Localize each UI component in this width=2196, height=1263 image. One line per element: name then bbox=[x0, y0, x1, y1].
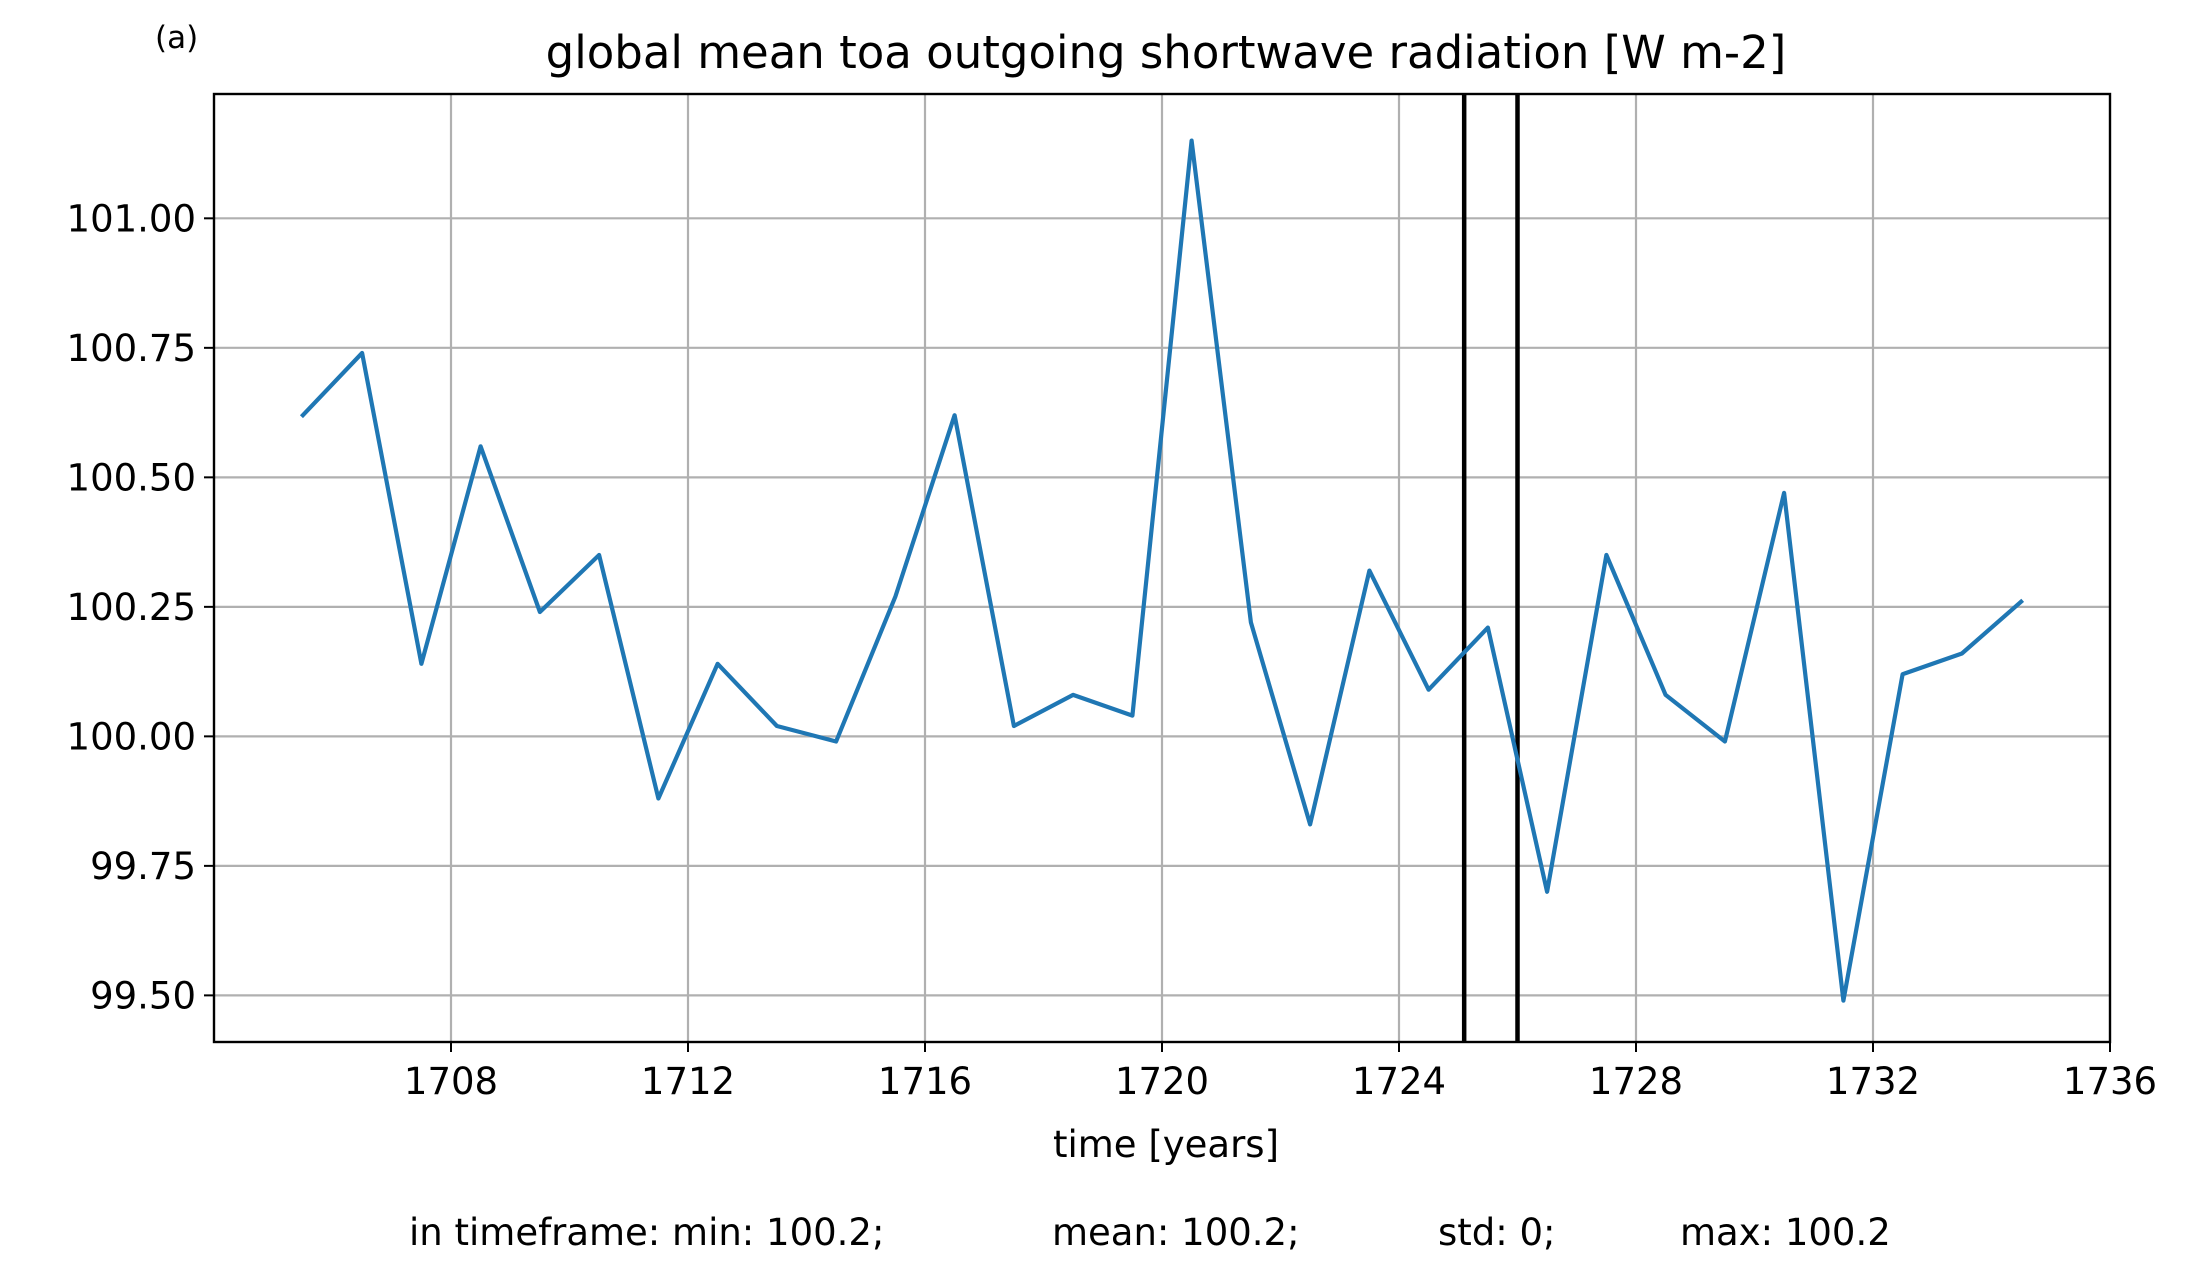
stats-mean: mean: 100.2; bbox=[1052, 1211, 1300, 1254]
y-tick-label-100.25: 100.25 bbox=[67, 586, 196, 629]
y-tick-label-101.00: 101.00 bbox=[67, 197, 196, 240]
x-tick-label-1708: 1708 bbox=[404, 1060, 498, 1103]
y-tick-label-100.50: 100.50 bbox=[67, 456, 196, 499]
x-tick-label-1720: 1720 bbox=[1115, 1060, 1209, 1103]
x-tick-label-1732: 1732 bbox=[1826, 1060, 1920, 1103]
stats-std: std: 0; bbox=[1438, 1211, 1556, 1254]
x-tick-label-1712: 1712 bbox=[641, 1060, 735, 1103]
series-layer bbox=[299, 138, 2025, 1003]
x-axis-ticks: 1708 1712 1716 1720 1724 1728 1732 1736 bbox=[404, 1042, 2157, 1103]
x-tick-label-1724: 1724 bbox=[1352, 1060, 1446, 1103]
x-tick-label-1728: 1728 bbox=[1589, 1060, 1683, 1103]
x-axis-label: time [years] bbox=[1053, 1123, 1279, 1166]
y-tick-label-99.50: 99.50 bbox=[90, 974, 196, 1017]
chart-title: global mean toa outgoing shortwave radia… bbox=[546, 26, 1787, 79]
stats-max: max: 100.2 bbox=[1680, 1211, 1891, 1254]
stats-line: in timeframe: min: 100.2; mean: 100.2; s… bbox=[409, 1211, 1891, 1254]
x-tick-label-1716: 1716 bbox=[878, 1060, 972, 1103]
grid-lines bbox=[214, 94, 2110, 1042]
x-tick-label-1736: 1736 bbox=[2063, 1060, 2157, 1103]
panel-label: (a) bbox=[155, 20, 198, 56]
y-tick-label-100.00: 100.00 bbox=[67, 715, 196, 758]
y-tick-label-100.75: 100.75 bbox=[67, 327, 196, 370]
series-line-1 bbox=[299, 138, 2025, 1003]
y-tick-label-99.75: 99.75 bbox=[90, 845, 196, 888]
y-axis-ticks: 99.50 99.75 100.00 100.25 100.50 100.75 101.00 bbox=[67, 197, 214, 1017]
stats-min: in timeframe: min: 100.2; bbox=[409, 1211, 884, 1254]
vertical-marker-lines bbox=[1461, 94, 1520, 1042]
